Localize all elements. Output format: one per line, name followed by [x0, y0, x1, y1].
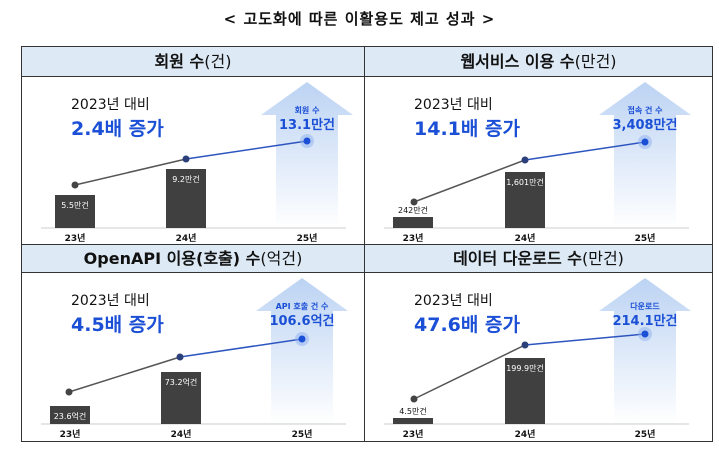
bar-value-label: 5.5만건 — [61, 200, 88, 210]
panel-title: 웹서비스 이용 수 — [460, 52, 575, 71]
highlight-caption: 접속 건 수 — [627, 105, 663, 115]
x-tick-label: 24년 — [515, 428, 536, 440]
x-tick-label: 23년 — [60, 428, 81, 440]
comparison-label: 2023년 대비 — [71, 293, 150, 309]
panel-unit: (만건) — [581, 249, 624, 268]
comparison-label: 2023년 대비 — [414, 97, 493, 113]
growth-label: 4.5배 증가 — [71, 314, 164, 336]
data-point — [641, 330, 649, 338]
x-tick-label: 23년 — [65, 232, 86, 242]
data-point — [521, 341, 529, 349]
growth-label: 2.4배 증가 — [71, 118, 164, 140]
comparison-label: 2023년 대비 — [71, 97, 150, 113]
data-point — [176, 353, 184, 361]
data-point — [410, 395, 418, 403]
bar-value-label: 73.2억건 — [165, 377, 198, 387]
data-point — [71, 181, 79, 189]
trend-line — [179, 338, 303, 358]
growth-label: 14.1배 증가 — [414, 118, 520, 140]
data-point — [521, 156, 529, 164]
chart-grid: 회원 수(건) 웹서비스 이용 수(만건) OpenAPI 이용(호출) 수(억… — [21, 46, 713, 442]
bar — [161, 372, 201, 424]
highlight-caption: 다운로드 — [630, 301, 660, 311]
bar-value-label: 4.5만건 — [399, 406, 426, 416]
x-tick-label: 25년 — [292, 428, 313, 440]
growth-arrow-icon — [261, 82, 353, 228]
chart-panel: 2023년 대비 2.4배 증가 5.5만건 9.2만건 회원 수 13.1만건 23년 24… — [21, 77, 364, 242]
highlight-value: 106.6억건 — [269, 313, 334, 329]
bar — [166, 169, 206, 228]
chart-panel: 2023년 대비 4.5배 증가 23.6억건 73.2억건 API 호출 건 수 106… — [21, 273, 364, 441]
data-point — [303, 137, 311, 145]
trend-line — [524, 141, 646, 161]
bar-value-label: 9.2만건 — [172, 174, 199, 184]
trend-line — [68, 356, 181, 393]
bar — [505, 172, 545, 228]
bar — [50, 406, 90, 424]
bar-value-label: 1,601만건 — [506, 177, 544, 187]
chart-panel: 2023년 대비 14.1배 증가 242만건 1,601만건 접속 건 수 3,408만… — [364, 77, 707, 242]
panel-header: OpenAPI 이용(호출) 수(억건) — [22, 245, 364, 273]
x-tick-label: 23년 — [403, 428, 424, 440]
data-point — [410, 198, 418, 206]
data-point — [65, 388, 73, 396]
panel-unit: (만건) — [574, 52, 617, 71]
trend-line — [524, 333, 646, 346]
divider — [22, 244, 712, 245]
data-point — [182, 155, 190, 163]
panel-header: 웹서비스 이용 수(만건) — [365, 47, 712, 77]
x-tick-label: 24년 — [515, 232, 536, 242]
bar — [393, 418, 433, 424]
panel-header: 회원 수(건) — [22, 47, 364, 77]
trend-line — [413, 159, 526, 203]
bar-value-label: 242만건 — [398, 205, 428, 215]
chart-panel: 2023년 대비 47.6배 증가 4.5만건 199.9만건 다운로드 214.1만건 2… — [364, 273, 707, 441]
bar — [505, 358, 545, 424]
x-tick-label: 25년 — [635, 428, 656, 440]
growth-arrow-icon — [599, 278, 691, 424]
bar — [55, 195, 95, 228]
highlight-value: 13.1만건 — [279, 117, 335, 133]
panel-title: 데이터 다운로드 수 — [453, 249, 582, 268]
x-tick-label: 24년 — [176, 232, 197, 242]
panel-unit: (건) — [204, 52, 232, 71]
trend-line — [413, 344, 526, 400]
trend-line — [185, 140, 308, 160]
x-tick-label: 25년 — [297, 232, 318, 242]
data-point — [641, 138, 649, 146]
highlight-caption: API 호출 건 수 — [276, 301, 329, 311]
x-tick-label: 23년 — [403, 232, 424, 242]
x-tick-label: 25년 — [635, 232, 656, 242]
panel-unit: (억건) — [260, 249, 303, 268]
trend-line — [74, 158, 187, 186]
growth-label: 47.6배 증가 — [414, 314, 520, 336]
page-title: < 고도화에 따른 이활용도 제고 성과 > — [223, 10, 496, 28]
highlight-value: 214.1만건 — [612, 313, 677, 329]
panel-header: 데이터 다운로드 수(만건) — [365, 245, 712, 273]
bar-value-label: 23.6억건 — [54, 411, 87, 421]
bar-value-label: 199.9만건 — [506, 363, 544, 373]
data-point — [298, 335, 306, 343]
highlight-caption: 회원 수 — [295, 105, 321, 115]
panel-title: OpenAPI 이용(호출) 수 — [83, 249, 261, 268]
x-tick-label: 24년 — [171, 428, 192, 440]
bar — [393, 217, 433, 228]
panel-title: 회원 수 — [154, 52, 205, 71]
growth-arrow-icon — [256, 278, 348, 424]
highlight-value: 3,408만건 — [612, 117, 677, 133]
comparison-label: 2023년 대비 — [414, 293, 493, 309]
growth-arrow-icon — [599, 82, 691, 228]
